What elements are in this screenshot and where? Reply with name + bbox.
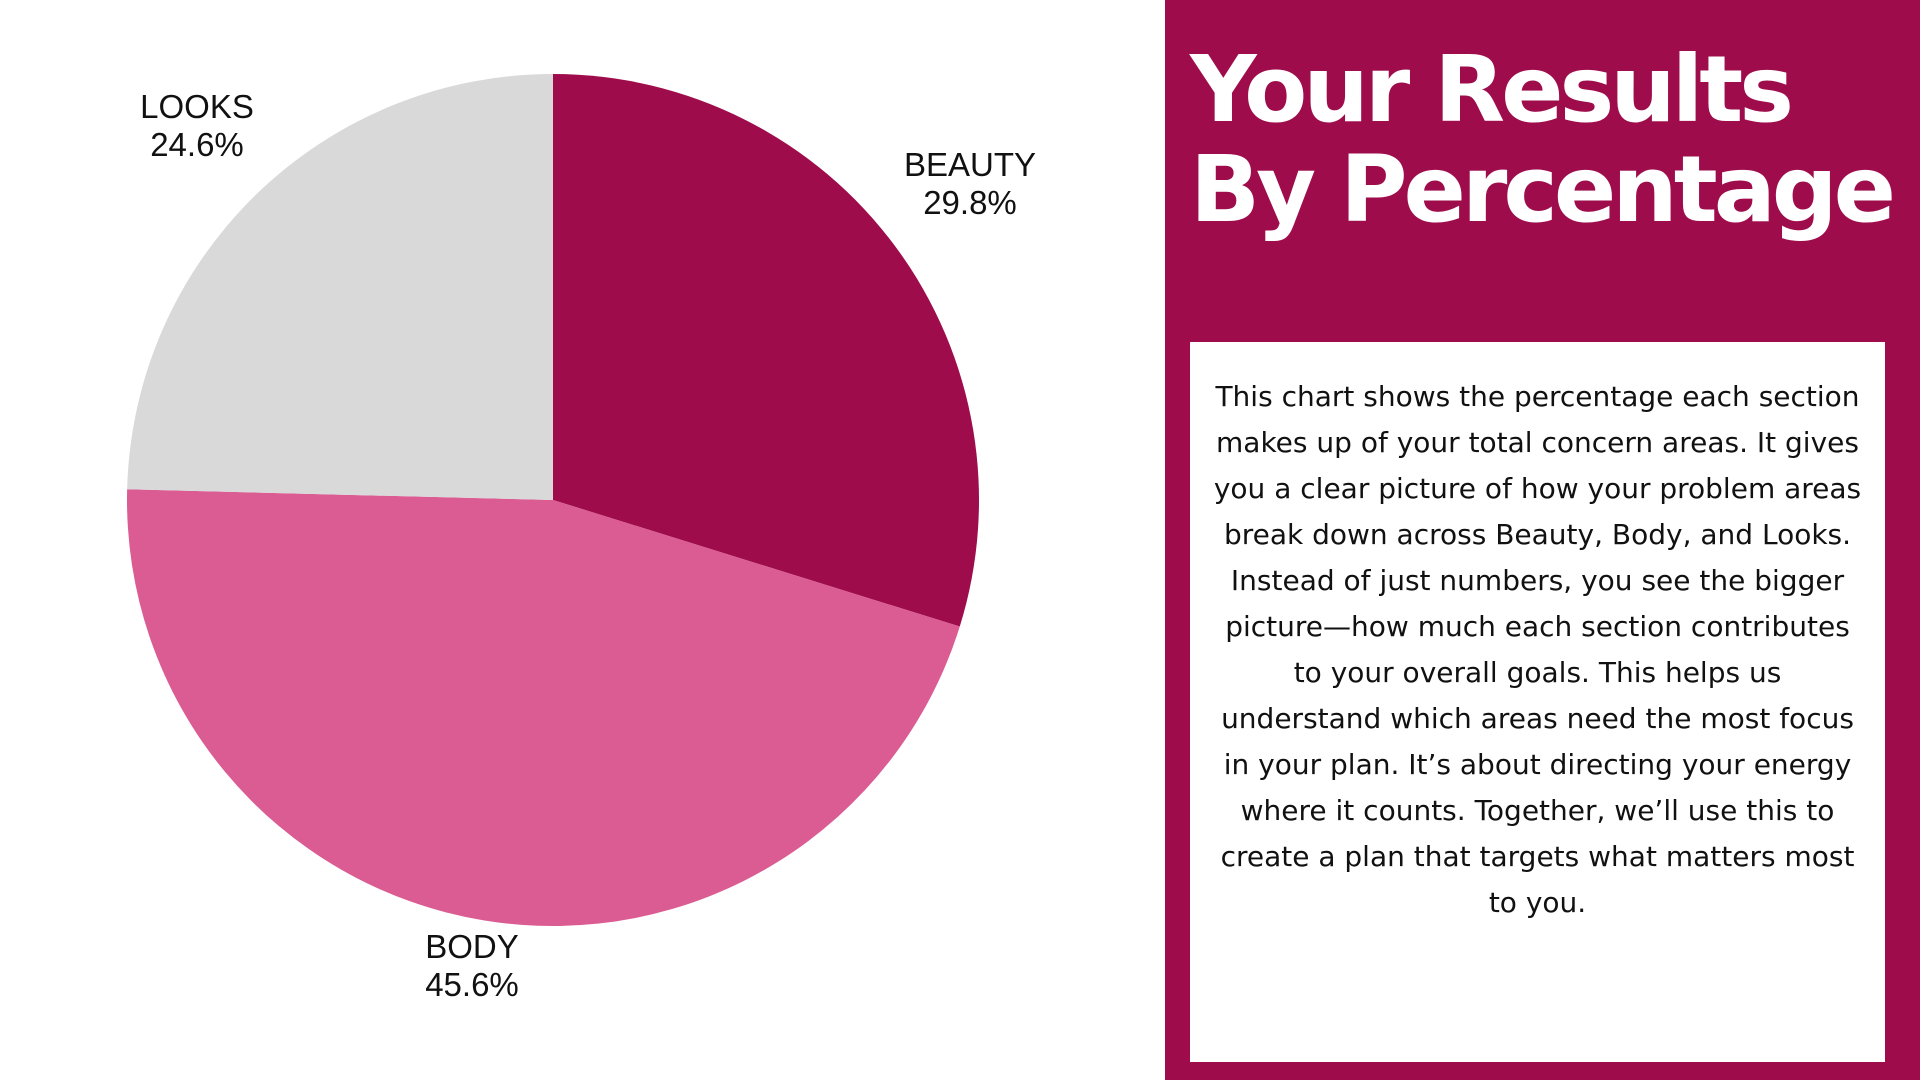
description-card: This chart shows the percentage each sec… [1190,342,1885,1062]
panel-title-line-1: Your Results [1190,36,1794,143]
pie-chart-area: BEAUTY 29.8% BODY 45.6% LOOKS 24.6% [127,74,1036,1003]
panel-title-line-2: By Percentage [1190,136,1896,243]
panel-title: Your Results By Percentage [1190,40,1910,240]
pie-slice-body [127,489,960,927]
results-panel: Your Results By Percentage This chart sh… [1165,0,1920,1080]
slice-value-beauty: 29.8% [923,184,1017,221]
pie-slice-beauty [553,74,979,627]
slice-value-looks: 24.6% [150,126,244,163]
pie-slice-looks [127,74,554,500]
slice-label-looks: LOOKS [140,88,254,125]
description-text: This chart shows the percentage each sec… [1213,380,1862,919]
slice-value-body: 45.6% [425,966,519,1003]
slice-label-beauty: BEAUTY [904,146,1036,183]
slice-label-body: BODY [425,928,519,965]
